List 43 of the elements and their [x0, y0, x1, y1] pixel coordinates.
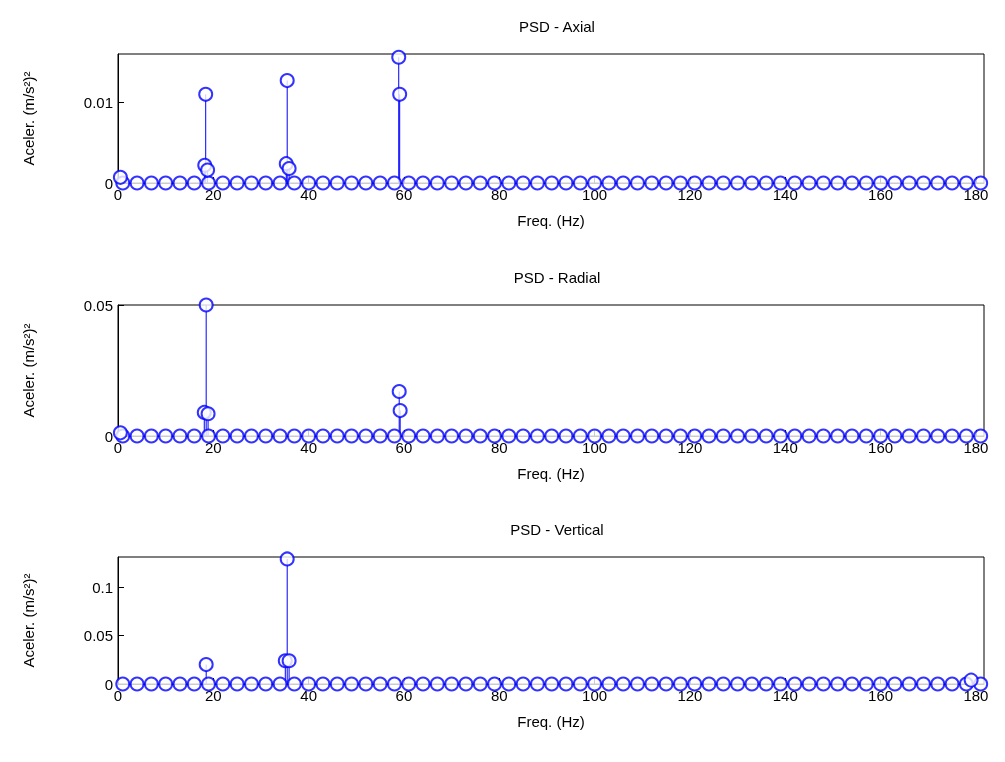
x-tick-label: 160: [868, 186, 894, 203]
y-tick-label: 0: [104, 675, 113, 693]
y-tick-label: 0.1: [92, 578, 113, 596]
x-tick-label: 100: [582, 687, 608, 704]
x-tick-label: 180: [963, 186, 989, 203]
x-axis-title: Freq. (Hz): [517, 212, 585, 229]
y-tick-label: 0.05: [83, 296, 113, 314]
x-tick-label: 160: [868, 439, 894, 456]
y-tick-label: 0.05: [83, 627, 113, 645]
x-tick-label: 80: [490, 186, 508, 203]
y-tick-label: 0: [104, 174, 113, 192]
x-tick-label: 100: [582, 439, 608, 456]
chart-title: PSD - Radial: [513, 269, 601, 286]
x-tick-label: 120: [677, 439, 703, 456]
x-tick-label: 60: [395, 439, 413, 456]
x-tick-label: 120: [677, 186, 703, 203]
y-axis-title: Aceler. (m/s²)²: [20, 573, 37, 668]
x-tick-label: 20: [204, 439, 222, 456]
x-tick-label: 60: [395, 186, 413, 203]
y-tick-label: 0: [104, 427, 113, 445]
x-tick-label: 140: [772, 687, 798, 704]
y-tick-label: 0.01: [83, 93, 113, 111]
y-axis-title: Aceler. (m/s²)²: [20, 323, 37, 418]
x-tick-label: 180: [963, 439, 989, 456]
x-tick-label: 140: [772, 186, 798, 203]
x-tick-label: 160: [868, 687, 894, 704]
y-axis-title: Aceler. (m/s²)²: [20, 71, 37, 166]
x-tick-label: 40: [300, 687, 317, 704]
chart-title: PSD - Axial: [519, 18, 595, 35]
x-tick-label: 180: [963, 687, 989, 704]
x-tick-label: 20: [204, 687, 222, 704]
x-tick-label: 40: [300, 186, 317, 203]
x-tick-label: 40: [300, 439, 317, 456]
x-tick-label: 120: [677, 687, 703, 704]
x-tick-label: 80: [490, 439, 508, 456]
x-tick-label: 60: [395, 687, 413, 704]
x-axis-title: Freq. (Hz): [517, 713, 585, 730]
chart-title: PSD - Vertical: [510, 521, 604, 538]
x-tick-label: 80: [490, 687, 508, 704]
x-tick-label: 140: [772, 439, 798, 456]
x-tick-label: 20: [204, 186, 222, 203]
x-tick-label: 100: [582, 186, 608, 203]
x-axis-title: Freq. (Hz): [517, 465, 585, 482]
